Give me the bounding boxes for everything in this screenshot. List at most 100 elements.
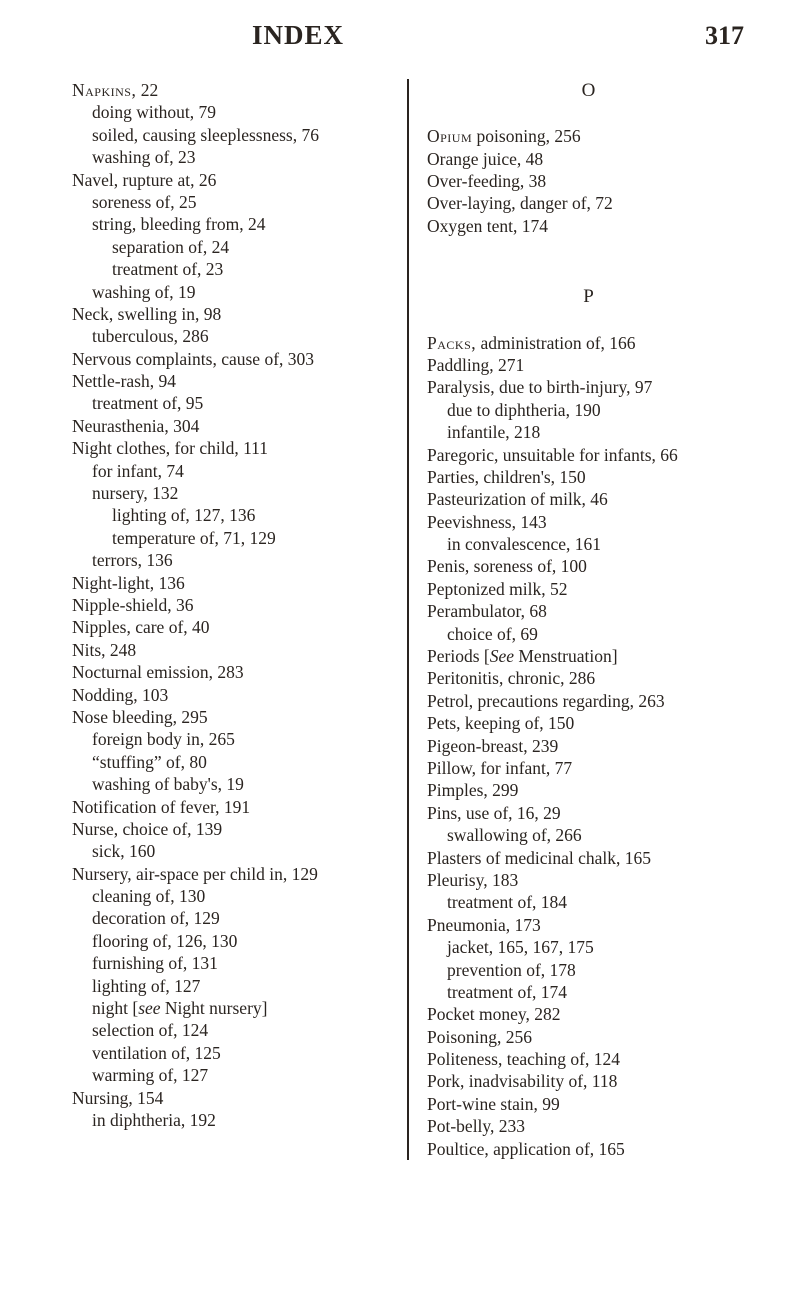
index-entry: separation of, 24 [72, 236, 395, 258]
section-letter: O [427, 79, 750, 103]
index-entry: Opium poisoning, 256 [427, 125, 750, 147]
index-entry: Neurasthenia, 304 [72, 415, 395, 437]
index-entry: Pillow, for infant, 77 [427, 757, 750, 779]
index-columns: Napkins, 22doing without, 79soiled, caus… [72, 79, 750, 1160]
index-entry: Pleurisy, 183 [427, 869, 750, 891]
index-entry: prevention of, 178 [427, 959, 750, 981]
index-entry: Nipples, care of, 40 [72, 616, 395, 638]
index-entry: Pot-belly, 233 [427, 1115, 750, 1137]
index-entry: Orange juice, 48 [427, 148, 750, 170]
index-entry: soiled, causing sleeplessness, 76 [72, 124, 395, 146]
index-entry: Nose bleeding, 295 [72, 706, 395, 728]
index-entry: Nodding, 103 [72, 684, 395, 706]
index-entry: soreness of, 25 [72, 191, 395, 213]
index-entry: Night-light, 136 [72, 572, 395, 594]
index-entry: Navel, rupture at, 26 [72, 169, 395, 191]
index-entry: Poisoning, 256 [427, 1026, 750, 1048]
index-entry: infantile, 218 [427, 421, 750, 443]
index-entry: Paddling, 271 [427, 354, 750, 376]
index-entry: choice of, 69 [427, 623, 750, 645]
index-entry: Pets, keeping of, 150 [427, 712, 750, 734]
index-entry: Pasteurization of milk, 46 [427, 488, 750, 510]
index-headword: Opium [427, 126, 472, 146]
index-column-left: Napkins, 22doing without, 79soiled, caus… [72, 79, 409, 1160]
index-entry: Poultice, application of, 165 [427, 1138, 750, 1160]
index-entry: for infant, 74 [72, 460, 395, 482]
index-entry: furnishing of, 131 [72, 952, 395, 974]
index-entry: Nurse, choice of, 139 [72, 818, 395, 840]
index-page: INDEX 317 Napkins, 22doing without, 79so… [0, 0, 800, 1303]
index-entry: Periods [See Menstruation] [427, 645, 750, 667]
index-entry: temperature of, 71, 129 [72, 527, 395, 549]
index-entry: Perambulator, 68 [427, 600, 750, 622]
section-letter: P [427, 285, 750, 309]
index-entry: Pneumonia, 173 [427, 914, 750, 936]
index-entry: Pins, use of, 16, 29 [427, 802, 750, 824]
page-number: 317 [705, 21, 744, 51]
index-entry: Pimples, 299 [427, 779, 750, 801]
index-entry: Napkins, 22 [72, 79, 395, 101]
index-entry: sick, 160 [72, 840, 395, 862]
index-entry: Pigeon-breast, 239 [427, 735, 750, 757]
index-entry: Nettle-rash, 94 [72, 370, 395, 392]
index-entry: Petrol, precautions regarding, 263 [427, 690, 750, 712]
index-entry: doing without, 79 [72, 101, 395, 123]
index-entry: Over-feeding, 38 [427, 170, 750, 192]
index-entry: treatment of, 184 [427, 891, 750, 913]
index-entry: selection of, 124 [72, 1019, 395, 1041]
index-entry: Plasters of medicinal chalk, 165 [427, 847, 750, 869]
index-entry: nursery, 132 [72, 482, 395, 504]
cross-ref: See [490, 646, 514, 666]
index-entry: Parties, children's, 150 [427, 466, 750, 488]
index-entry: Peritonitis, chronic, 286 [427, 667, 750, 689]
index-column-right: OOpium poisoning, 256Orange juice, 48Ove… [413, 79, 750, 1160]
index-entry: night [see Night nursery] [72, 997, 395, 1019]
index-entry: ventilation of, 125 [72, 1042, 395, 1064]
page-header: INDEX 317 [72, 20, 750, 51]
index-entry: Nervous complaints, cause of, 303 [72, 348, 395, 370]
index-entry: due to diphtheria, 190 [427, 399, 750, 421]
index-entry: Paralysis, due to birth-injury, 97 [427, 376, 750, 398]
index-entry: Oxygen tent, 174 [427, 215, 750, 237]
index-entry: washing of, 23 [72, 146, 395, 168]
index-entry: Politeness, teaching of, 124 [427, 1048, 750, 1070]
index-headword: Napkins, [72, 80, 136, 100]
index-entry: in convalescence, 161 [427, 533, 750, 555]
index-entry: “stuffing” of, 80 [72, 751, 395, 773]
index-entry: treatment of, 23 [72, 258, 395, 280]
index-entry: washing of, 19 [72, 281, 395, 303]
cross-ref: see [138, 998, 160, 1018]
index-entry: flooring of, 126, 130 [72, 930, 395, 952]
index-entry: treatment of, 174 [427, 981, 750, 1003]
index-entry: Night clothes, for child, 111 [72, 437, 395, 459]
index-entry: Over-laying, danger of, 72 [427, 192, 750, 214]
index-entry: Notification of fever, 191 [72, 796, 395, 818]
index-entry: lighting of, 127 [72, 975, 395, 997]
index-entry: swallowing of, 266 [427, 824, 750, 846]
index-entry: jacket, 165, 167, 175 [427, 936, 750, 958]
index-entry: Nipple-shield, 36 [72, 594, 395, 616]
index-entry: terrors, 136 [72, 549, 395, 571]
index-entry: Penis, soreness of, 100 [427, 555, 750, 577]
index-entry: foreign body in, 265 [72, 728, 395, 750]
index-headword: Packs, [427, 333, 476, 353]
index-entry: Nocturnal emission, 283 [72, 661, 395, 683]
index-entry: Packs, administration of, 166 [427, 332, 750, 354]
index-entry: decoration of, 129 [72, 907, 395, 929]
index-entry: warming of, 127 [72, 1064, 395, 1086]
index-entry: Nursery, air-space per child in, 129 [72, 863, 395, 885]
index-entry: Peptonized milk, 52 [427, 578, 750, 600]
index-entry: Nits, 248 [72, 639, 395, 661]
index-entry: Peevishness, 143 [427, 511, 750, 533]
index-entry: string, bleeding from, 24 [72, 213, 395, 235]
index-entry: cleaning of, 130 [72, 885, 395, 907]
index-entry: tuberculous, 286 [72, 325, 395, 347]
index-entry: washing of baby's, 19 [72, 773, 395, 795]
index-entry: lighting of, 127, 136 [72, 504, 395, 526]
index-title: INDEX [252, 20, 344, 51]
index-entry: Neck, swelling in, 98 [72, 303, 395, 325]
index-entry: Paregoric, unsuitable for infants, 66 [427, 444, 750, 466]
index-entry: Pocket money, 282 [427, 1003, 750, 1025]
index-entry: in diphtheria, 192 [72, 1109, 395, 1131]
index-entry: Nursing, 154 [72, 1087, 395, 1109]
